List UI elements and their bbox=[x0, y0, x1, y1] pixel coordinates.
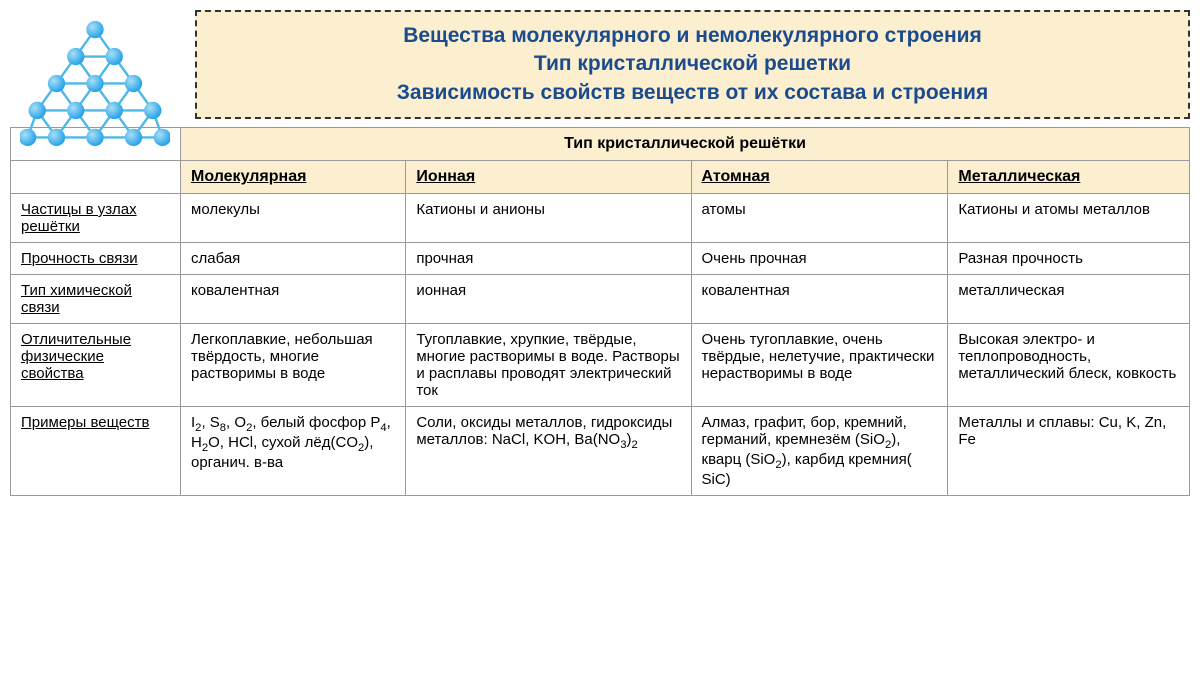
col-header: Молекулярная bbox=[181, 161, 406, 194]
table-cell: ионная bbox=[406, 275, 691, 324]
row-header: Прочность связи bbox=[11, 243, 181, 275]
table-cell: Очень прочная bbox=[691, 243, 948, 275]
table-cell: ковалентная bbox=[181, 275, 406, 324]
table-cell: атомы bbox=[691, 194, 948, 243]
table-row: Тип химической связиковалентнаяионнаяков… bbox=[11, 275, 1190, 324]
table-row: Отличительные физические свойстваЛегкопл… bbox=[11, 324, 1190, 407]
table-cell: Металлы и сплавы: Cu, K, Zn, Fe bbox=[948, 407, 1190, 496]
table-cell: I2, S8, O2, белый фосфор P4, H2O, HCl, с… bbox=[181, 407, 406, 496]
table-cell: Очень тугоплавкие, очень твёрдые, нелету… bbox=[691, 324, 948, 407]
table-super-header: Тип кристаллической решётки bbox=[181, 128, 1190, 161]
table-cell: молекулы bbox=[181, 194, 406, 243]
title-box: Вещества молекулярного и немолекулярного… bbox=[195, 10, 1190, 119]
table-cell: Разная прочность bbox=[948, 243, 1190, 275]
molecule-diagram-icon bbox=[20, 18, 170, 148]
lattice-table: Тип кристаллической решётки Молекулярная… bbox=[10, 127, 1190, 496]
table-cell: ковалентная bbox=[691, 275, 948, 324]
table-row: Прочность связислабаяпрочнаяОчень прочна… bbox=[11, 243, 1190, 275]
table-cell: Катионы и атомы металлов bbox=[948, 194, 1190, 243]
table-corner bbox=[11, 161, 181, 194]
col-header: Металлическая bbox=[948, 161, 1190, 194]
col-header: Ионная bbox=[406, 161, 691, 194]
title-line-1: Вещества молекулярного и немолекулярного… bbox=[217, 22, 1168, 50]
table-row: Частицы в узлах решёткимолекулыКатионы и… bbox=[11, 194, 1190, 243]
row-header: Отличительные физические свойства bbox=[11, 324, 181, 407]
table-cell: слабая bbox=[181, 243, 406, 275]
table-cell: Тугоплавкие, хрупкие, твёрдые, многие ра… bbox=[406, 324, 691, 407]
table-cell: Легкоплавкие, небольшая твёрдость, многи… bbox=[181, 324, 406, 407]
table-cell: Алмаз, графит, бор, кремний, германий, к… bbox=[691, 407, 948, 496]
col-header: Атомная bbox=[691, 161, 948, 194]
table-row: Примеры веществI2, S8, O2, белый фосфор … bbox=[11, 407, 1190, 496]
table-cell: Катионы и анионы bbox=[406, 194, 691, 243]
table-cell: Высокая электро- и теплопроводность, мет… bbox=[948, 324, 1190, 407]
table-cell: Соли, оксиды металлов, гидроксиды металл… bbox=[406, 407, 691, 496]
table-cell: металлическая bbox=[948, 275, 1190, 324]
title-line-2: Тип кристаллической решетки bbox=[217, 50, 1168, 78]
row-header: Частицы в узлах решётки bbox=[11, 194, 181, 243]
row-header: Тип химической связи bbox=[11, 275, 181, 324]
table-column-headers: Молекулярная Ионная Атомная Металлическа… bbox=[11, 161, 1190, 194]
table-cell: прочная bbox=[406, 243, 691, 275]
title-line-3: Зависимость свойств веществ от их состав… bbox=[217, 79, 1168, 107]
row-header: Примеры веществ bbox=[11, 407, 181, 496]
